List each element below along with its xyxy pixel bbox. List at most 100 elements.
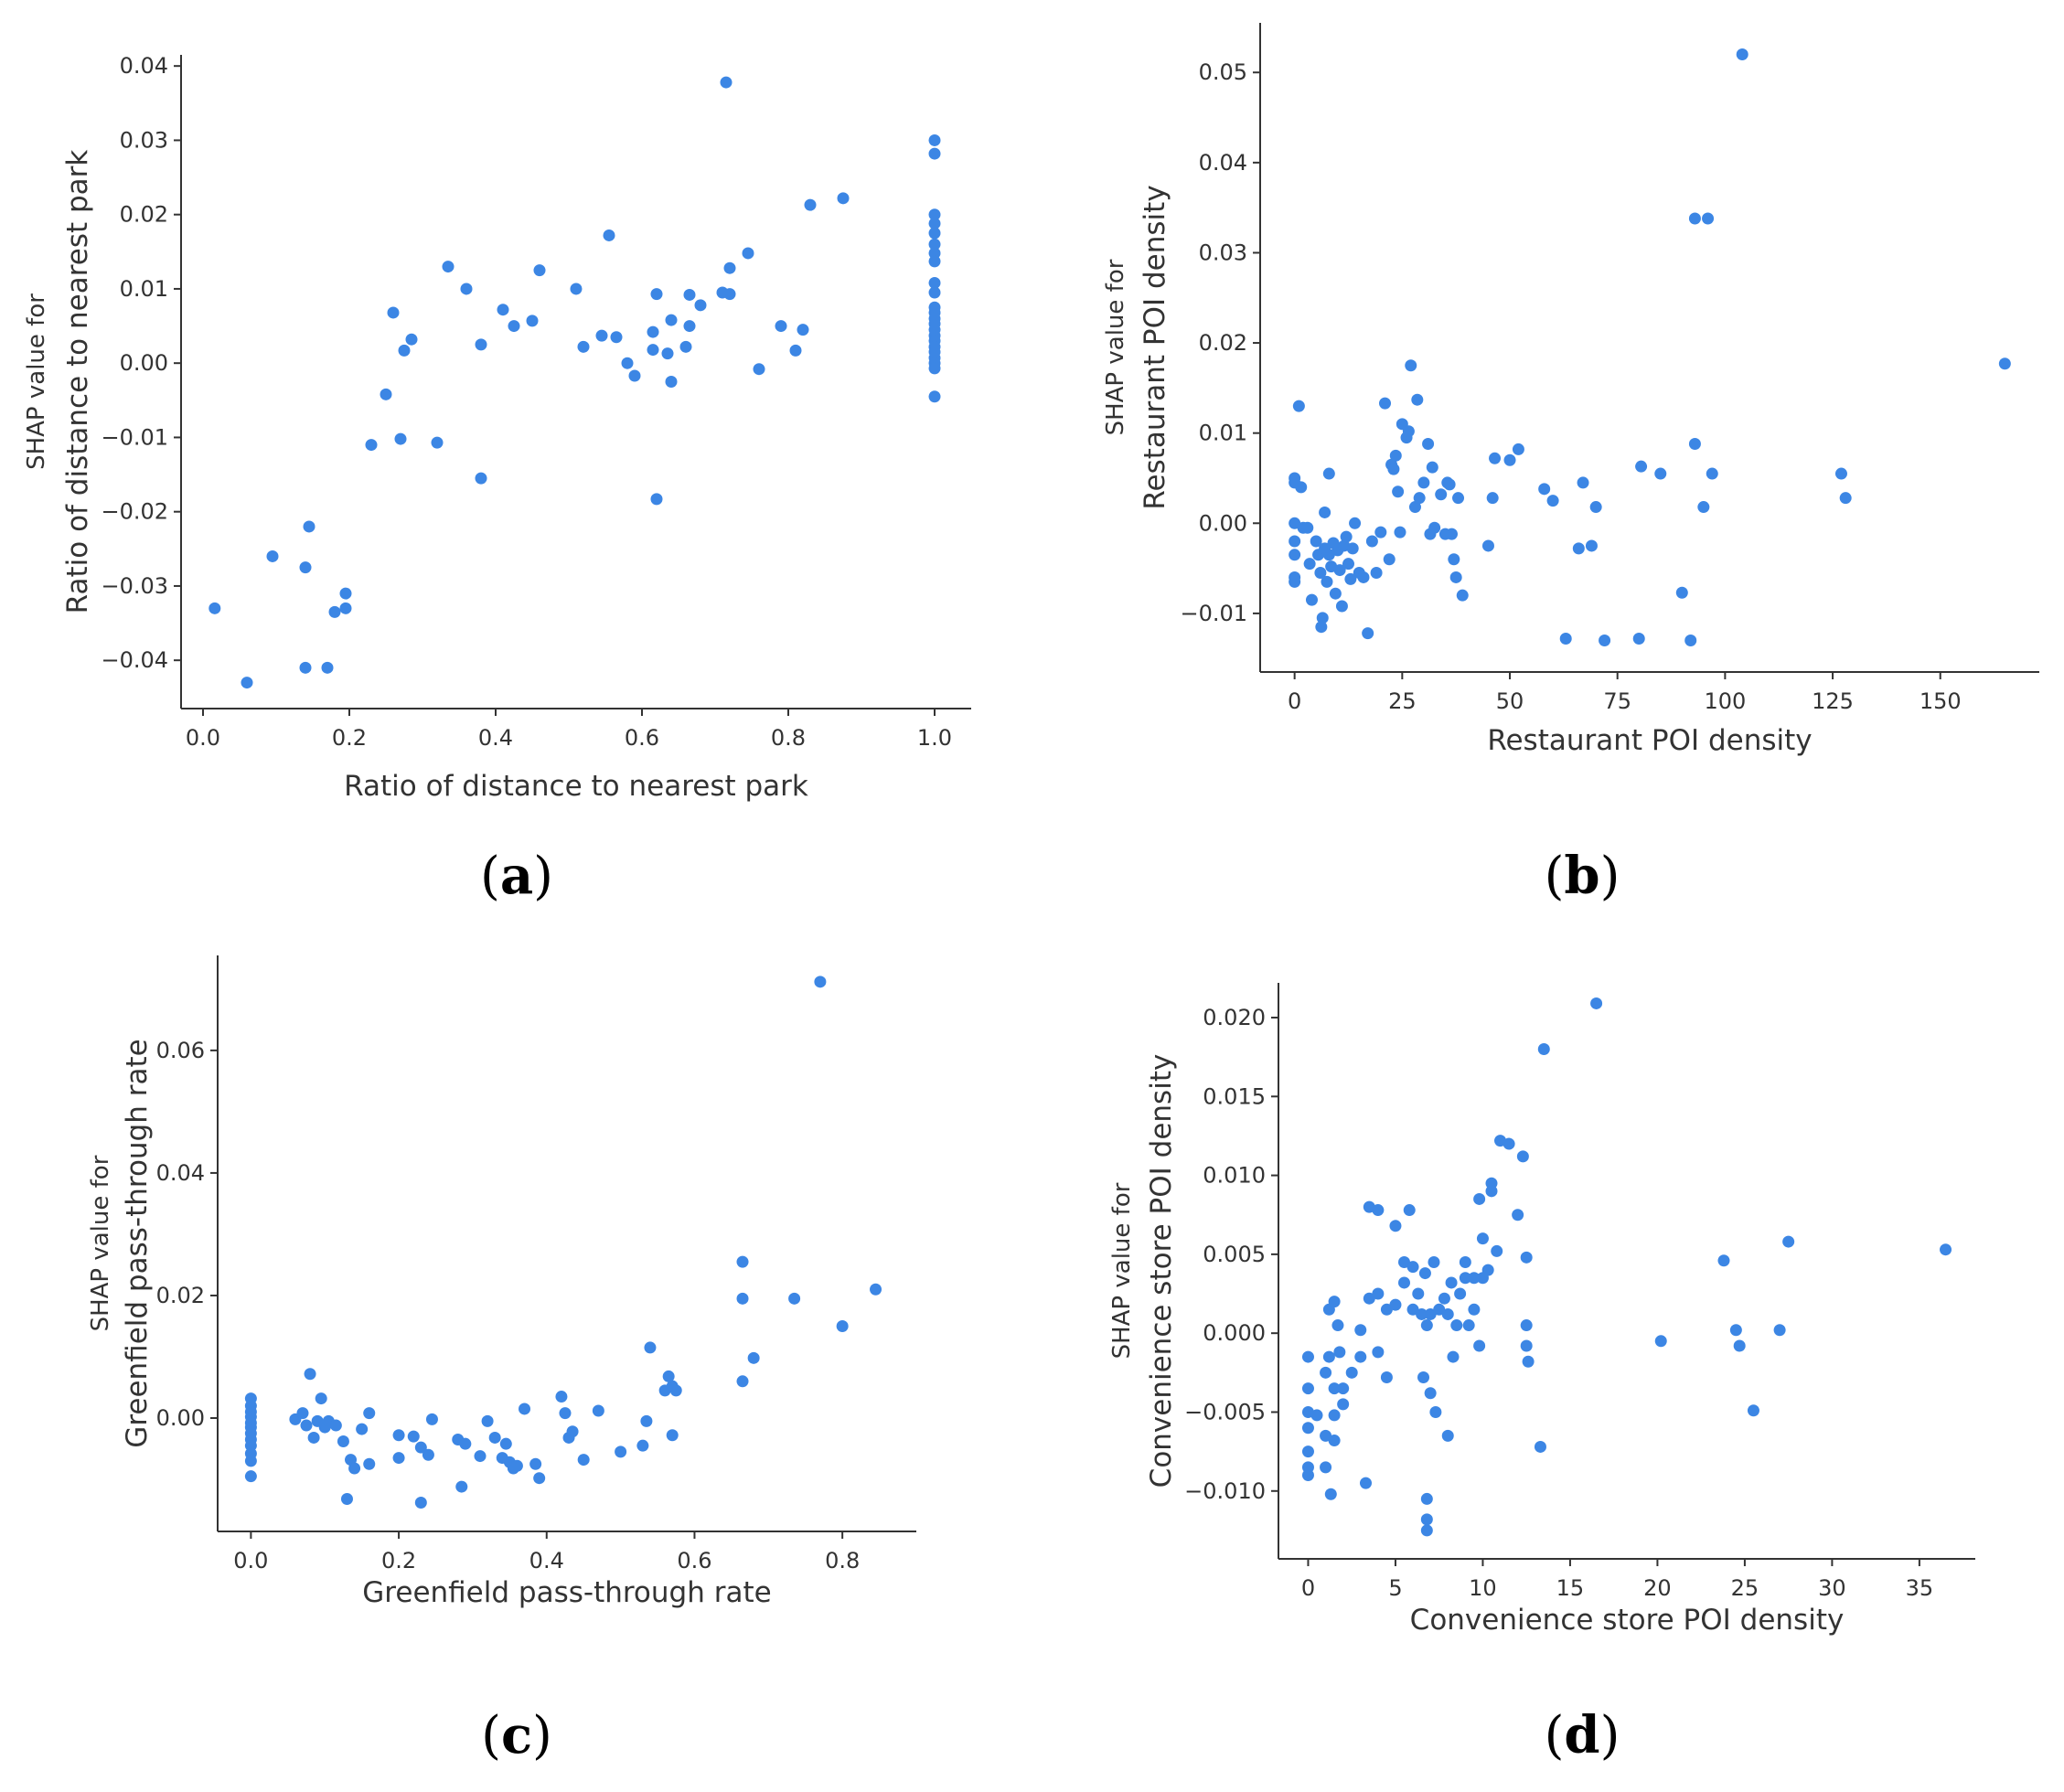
data-point <box>1324 1488 1337 1500</box>
data-point <box>1335 600 1348 613</box>
data-point <box>683 320 696 333</box>
y-axis-label-line1: SHAP value for <box>1108 1182 1136 1359</box>
data-point <box>1372 1287 1385 1300</box>
data-point <box>425 1413 438 1425</box>
data-point <box>1405 359 1417 372</box>
x-tick-label: 20 <box>1643 1575 1672 1601</box>
data-point <box>1773 1324 1786 1337</box>
data-point <box>1834 467 1847 480</box>
data-point <box>1333 1346 1346 1359</box>
x-tick-label: 0 <box>1301 1575 1315 1601</box>
data-point <box>303 520 315 533</box>
data-point <box>1322 1350 1335 1363</box>
data-point <box>1342 558 1354 571</box>
y-axis-label-line1: SHAP value for <box>23 293 50 470</box>
data-point <box>1354 1324 1367 1337</box>
data-point <box>1394 526 1406 539</box>
data-point <box>650 493 663 506</box>
data-point <box>928 217 941 229</box>
data-point <box>442 261 455 273</box>
data-point <box>304 1368 316 1381</box>
y-tick-label: −0.005 <box>1184 1399 1266 1424</box>
data-point <box>321 661 334 674</box>
data-point <box>1733 1339 1746 1352</box>
data-point <box>1940 1243 1952 1256</box>
data-point <box>1538 483 1551 496</box>
y-tick-label: 0.02 <box>120 202 168 228</box>
data-point <box>1697 501 1710 514</box>
y-tick-label: 0.01 <box>120 276 168 302</box>
data-point <box>533 1472 546 1485</box>
data-point <box>1839 492 1852 505</box>
data-point <box>1706 467 1718 480</box>
data-point <box>1454 1287 1467 1300</box>
panel-label-b: (b) <box>1544 846 1620 906</box>
data-point <box>497 304 509 316</box>
data-point <box>1320 1461 1332 1474</box>
data-point <box>1420 1319 1433 1332</box>
data-point <box>647 344 659 357</box>
x-axis-label: Convenience store POI density <box>1410 1604 1845 1637</box>
x-tick-label: 5 <box>1388 1575 1402 1601</box>
data-point <box>1433 1303 1446 1316</box>
data-point <box>1438 1292 1450 1305</box>
data-point <box>356 1423 369 1435</box>
data-point <box>508 320 520 333</box>
y-tick-label: −0.010 <box>1184 1478 1266 1504</box>
data-point <box>1380 1303 1393 1316</box>
data-point <box>747 1351 760 1364</box>
data-point <box>736 1292 749 1305</box>
data-point <box>1417 1371 1430 1384</box>
x-axis-label: Greenfield pass-through rate <box>362 1576 771 1609</box>
x-tick-label: 0.4 <box>529 1548 564 1573</box>
x-tick-label: 0.2 <box>332 725 367 751</box>
data-point <box>1310 1409 1323 1422</box>
data-point <box>555 1391 568 1403</box>
data-point <box>315 1392 327 1405</box>
data-point <box>1445 528 1458 540</box>
data-point <box>339 602 352 614</box>
data-point <box>475 472 487 485</box>
data-point <box>244 1455 257 1467</box>
data-point <box>1345 1366 1358 1379</box>
data-point <box>870 1283 882 1296</box>
data-point <box>244 1470 257 1483</box>
data-point <box>1320 1429 1332 1442</box>
data-point <box>1428 521 1441 534</box>
y-tick-label: −0.01 <box>1180 601 1247 626</box>
x-tick-label: 1.0 <box>917 725 952 751</box>
data-point <box>1417 476 1430 489</box>
x-tick-label: 0.8 <box>771 725 806 751</box>
x-tick-label: 25 <box>1731 1575 1759 1601</box>
data-point <box>615 1445 627 1458</box>
data-point <box>640 1414 653 1427</box>
data-point <box>928 227 941 240</box>
panel-label-c: (c) <box>481 1705 552 1765</box>
data-point <box>1520 1251 1533 1264</box>
data-point <box>363 1457 376 1470</box>
data-point <box>1675 586 1688 599</box>
x-tick-label: 0.2 <box>381 1548 416 1573</box>
data-point <box>475 338 487 351</box>
data-point <box>1328 1435 1341 1447</box>
data-point <box>407 1430 420 1443</box>
data-point <box>299 561 312 574</box>
data-point <box>1379 397 1392 410</box>
data-point <box>1301 1422 1314 1435</box>
data-point <box>1448 553 1460 566</box>
data-point <box>1520 1339 1533 1352</box>
y-tick-label: 0.05 <box>1199 59 1247 85</box>
data-point <box>1537 1042 1550 1055</box>
scatter-chart-b: 0 25 50 75 100 125 150 −0.01 0.00 0.01 0.02 0.03 0.0… <box>1102 23 2039 757</box>
data-point <box>1429 1405 1442 1418</box>
data-point <box>1319 506 1331 518</box>
y-tick-label: 0.02 <box>156 1283 205 1308</box>
data-point <box>1406 1261 1419 1274</box>
data-point <box>595 329 608 342</box>
data-point <box>1512 1209 1524 1221</box>
data-point <box>1328 1409 1341 1422</box>
data-point <box>928 286 941 299</box>
data-point <box>1459 1272 1471 1285</box>
data-point <box>459 1437 472 1450</box>
y-tick-label: 0.000 <box>1203 1320 1266 1346</box>
